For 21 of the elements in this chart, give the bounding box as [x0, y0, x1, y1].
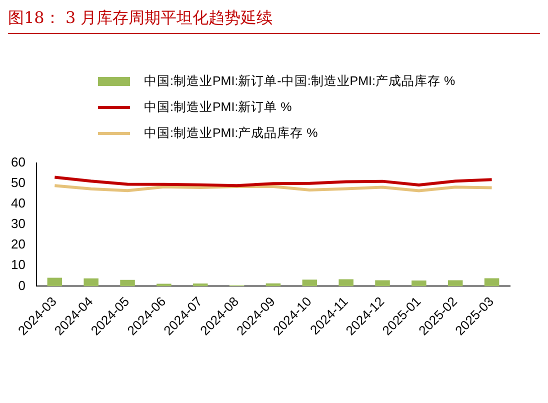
bar	[412, 280, 426, 286]
bar	[484, 278, 500, 286]
legend-label: 中国:制造业PMI:新订单 %	[144, 98, 292, 116]
legend-label: 中国:制造业PMI:新订单-中国:制造业PMI:产成品库存 %	[144, 72, 456, 90]
y-tick-label: 40	[10, 196, 26, 211]
legend-label: 中国:制造业PMI:产成品库存 %	[144, 124, 318, 142]
y-tick-label: 50	[10, 174, 26, 190]
y-tick-label: 0	[18, 278, 26, 293]
y-tick-label: 60	[10, 154, 26, 170]
y-tick-label: 20	[10, 236, 26, 252]
bar	[375, 280, 390, 286]
chart-title: 图18： 3 月库存周期平坦化趋势延续	[8, 8, 540, 34]
bar	[193, 284, 208, 286]
y-tick-label: 10	[10, 257, 26, 272]
y-tick-label: 30	[10, 216, 26, 232]
bar	[448, 280, 463, 286]
bar	[84, 278, 98, 286]
bar	[302, 280, 318, 286]
bar	[47, 278, 62, 286]
bar	[120, 280, 135, 286]
bar	[338, 279, 354, 286]
